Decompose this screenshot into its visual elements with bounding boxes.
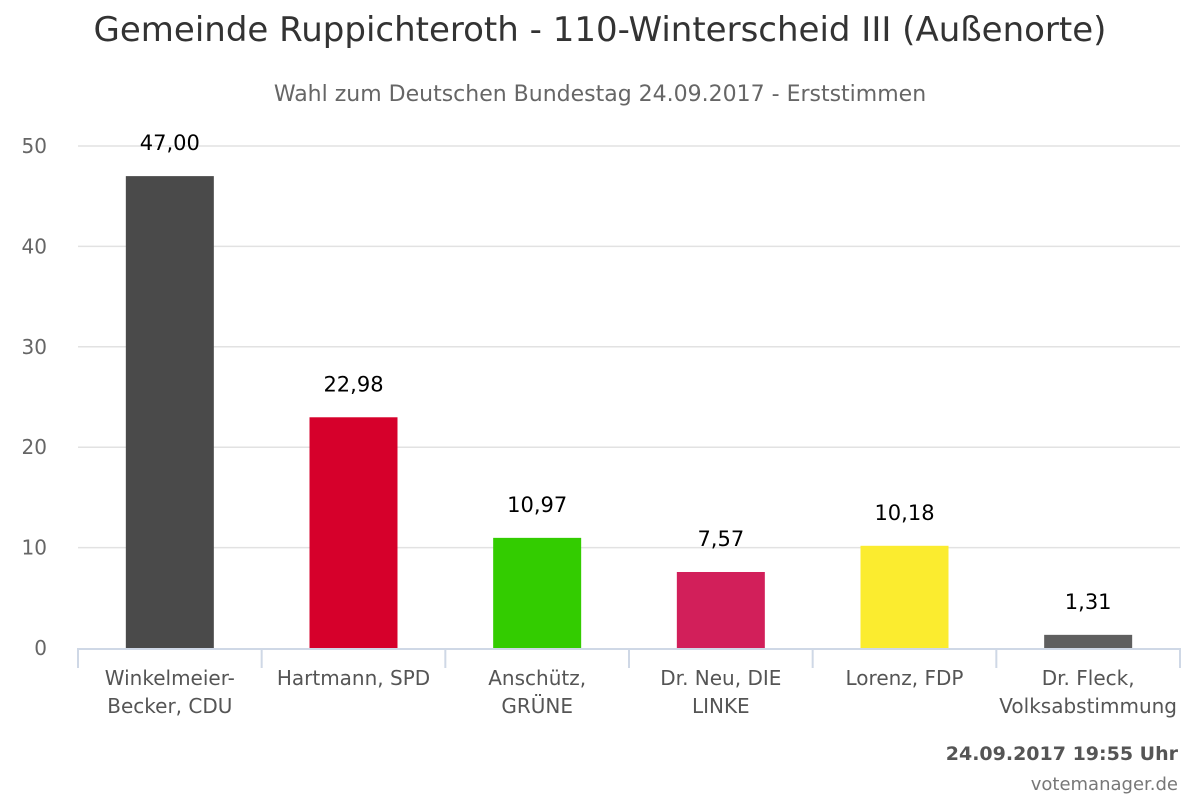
x-category-label: Hartmann, SPD	[277, 666, 430, 690]
y-tick-label: 0	[34, 636, 47, 660]
x-category-label: Dr. Fleck,	[1042, 666, 1135, 690]
bar	[309, 417, 398, 648]
bar	[860, 545, 949, 648]
footer-timestamp: 24.09.2017 19:55 Uhr	[945, 743, 1178, 765]
y-tick-label: 30	[22, 335, 47, 359]
x-category-label: LINKE	[692, 694, 750, 718]
bar	[125, 176, 214, 648]
y-tick-label: 50	[22, 134, 47, 158]
data-label: 47,00	[140, 131, 200, 155]
chart-title: Gemeinde Ruppichteroth - 110-Winterschei…	[93, 10, 1107, 50]
chart-subtitle: Wahl zum Deutschen Bundestag 24.09.2017 …	[273, 82, 927, 107]
x-category-label: Dr. Neu, DIE	[660, 666, 781, 690]
y-tick-label: 20	[22, 435, 47, 459]
x-category-label: Volksabstimmung	[999, 694, 1177, 718]
x-category-label: Winkelmeier-	[105, 666, 235, 690]
footer-credit[interactable]: votemanager.de	[1030, 774, 1178, 795]
data-label: 10,97	[507, 493, 567, 517]
data-label: 22,98	[323, 372, 383, 396]
x-category-label: Anschütz,	[488, 666, 586, 690]
data-label: 7,57	[697, 527, 744, 551]
y-tick-label: 10	[22, 536, 47, 560]
bar	[676, 571, 765, 648]
y-tick-label: 40	[22, 234, 47, 258]
bar	[1044, 634, 1133, 648]
data-label: 1,31	[1065, 590, 1112, 614]
x-category-label: Becker, CDU	[107, 694, 232, 718]
data-label: 10,18	[874, 501, 934, 525]
bar	[493, 537, 582, 648]
x-category-label: Lorenz, FDP	[846, 666, 964, 690]
x-category-label: GRÜNE	[501, 694, 573, 718]
